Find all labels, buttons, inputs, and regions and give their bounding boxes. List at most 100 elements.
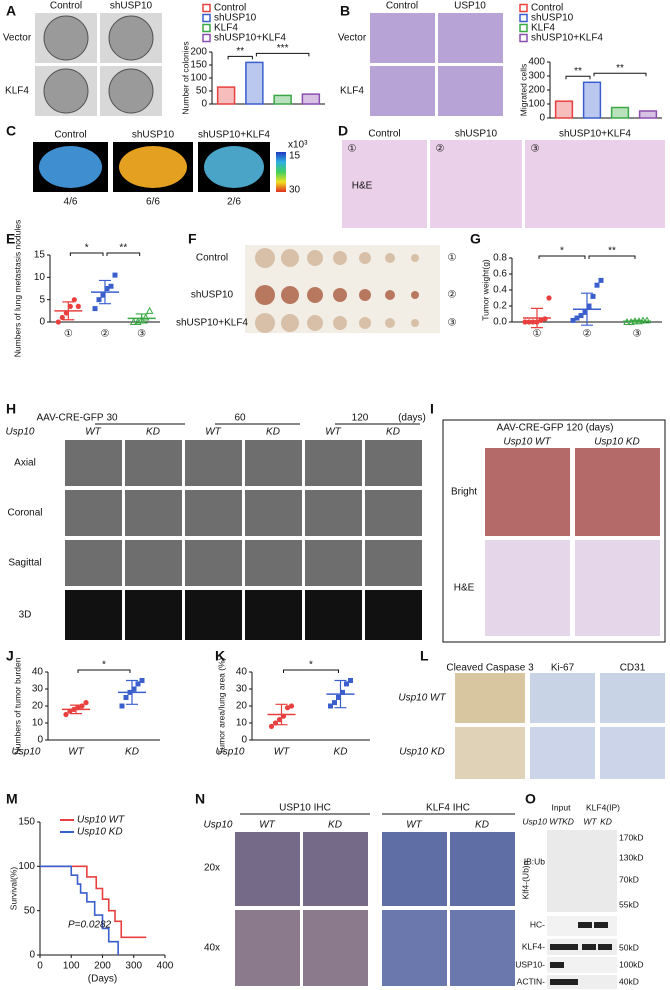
label: shUSP10 (110, 1, 153, 12)
label: IB:Ub (524, 856, 546, 866)
y-tick-label: 0 (29, 950, 35, 961)
image (65, 540, 122, 586)
y-tick-label: 100 (190, 73, 207, 84)
label: Usp10 (204, 820, 233, 831)
label: H&E (454, 583, 475, 594)
image (39, 146, 102, 188)
label: 55kD (619, 899, 639, 909)
label: KD (562, 816, 574, 826)
y-tick-label: 20 (236, 701, 248, 712)
point (112, 272, 118, 278)
significance-bracket (227, 55, 253, 60)
error-bar (581, 292, 593, 326)
image (525, 140, 665, 228)
label: Control (386, 1, 418, 12)
band (564, 944, 578, 950)
bar (554, 100, 574, 119)
label: D (338, 123, 348, 139)
panel-label: B (340, 3, 350, 19)
point (129, 317, 138, 325)
legend-label: Usp10 KD (77, 827, 123, 838)
label: WT (325, 427, 341, 438)
panel-label: E (6, 231, 15, 247)
y-tick-label: 0.2 (493, 301, 507, 312)
y-tick-label: 20 (32, 701, 44, 712)
bar (610, 106, 630, 119)
label: Klf4-(Ub)n (520, 860, 530, 899)
y-tick-label: 50 (196, 86, 208, 97)
image (281, 286, 299, 304)
point (119, 703, 125, 709)
y-tick-label: 30 (32, 684, 44, 695)
image (119, 146, 187, 188)
image (455, 727, 525, 779)
legend-swatch (519, 3, 528, 13)
image (600, 673, 665, 723)
error-bar (62, 301, 75, 321)
label: 50kD (619, 942, 639, 952)
image (245, 590, 302, 640)
image (235, 832, 300, 906)
point (63, 310, 69, 316)
image (438, 66, 503, 116)
image (359, 317, 371, 329)
label: KD (266, 427, 280, 438)
label: shUSP10 (132, 130, 175, 141)
label: I (430, 401, 434, 417)
label: 15 (289, 151, 301, 162)
legend-label: Usp10 WT (77, 815, 125, 826)
y-tick-label: 40 (236, 667, 248, 678)
x-tick-label: ③ (633, 329, 642, 340)
image (255, 248, 275, 268)
dish (43, 15, 89, 61)
image (305, 540, 362, 586)
label: 100kD (619, 959, 644, 969)
bar (582, 81, 602, 119)
image (385, 318, 395, 328)
image (430, 140, 522, 228)
x-tick-label: KD (125, 747, 139, 758)
point (108, 283, 114, 289)
significance-bracket (538, 255, 586, 259)
label: KD (475, 820, 489, 831)
dish (43, 68, 89, 114)
point (348, 678, 353, 683)
label: 30 (106, 413, 118, 424)
image (411, 254, 419, 262)
significance: * (102, 660, 106, 671)
y-tick-label: 150 (190, 60, 207, 71)
significance: * (560, 246, 564, 257)
label: Control (50, 1, 82, 12)
significance-bracket (588, 255, 636, 259)
image (305, 490, 362, 536)
image (385, 253, 395, 263)
y-tick-label: 10 (34, 272, 46, 283)
point (578, 313, 584, 319)
point (67, 303, 73, 309)
label: Usp10 (12, 747, 41, 758)
image (411, 291, 419, 299)
panel-label: J (6, 648, 14, 664)
label: KLF4- (522, 941, 545, 951)
error-bar (99, 279, 111, 305)
band (582, 944, 596, 950)
x-tick-label: ① (64, 329, 73, 340)
label: Axial (14, 458, 36, 469)
label: WT (583, 816, 597, 826)
image (204, 146, 264, 188)
y-tick-label: 150 (18, 817, 35, 828)
image (455, 673, 525, 723)
label: shUSP10 (455, 129, 498, 140)
x-tick-label: ③ (137, 329, 146, 340)
label: KD (386, 427, 400, 438)
survival-line (40, 865, 147, 939)
image (365, 440, 422, 486)
y-axis-label: Survival(%) (8, 867, 18, 911)
image (245, 440, 302, 486)
y-axis-label: Numbers of tumor burden (12, 657, 22, 754)
y-tick-label: 400 (528, 57, 545, 68)
point (75, 303, 81, 309)
x-axis-label: (Days) (88, 974, 117, 985)
error-bar (126, 679, 138, 705)
y-tick-label: 200 (528, 85, 545, 96)
